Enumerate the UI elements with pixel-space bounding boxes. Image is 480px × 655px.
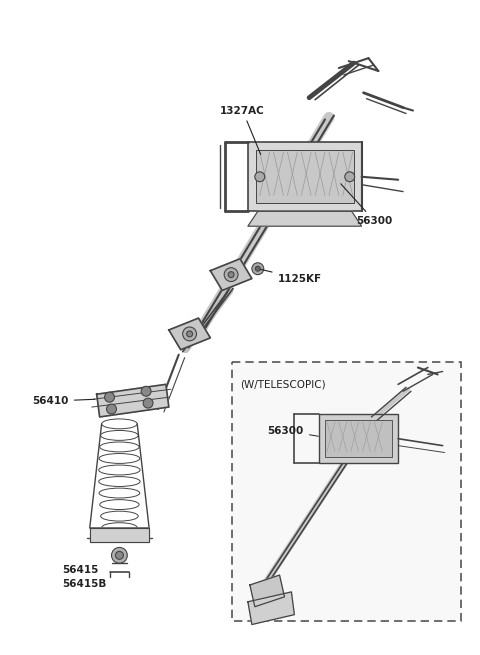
Polygon shape [169, 318, 210, 350]
Circle shape [141, 386, 151, 396]
Polygon shape [250, 575, 285, 607]
Bar [319, 414, 398, 463]
Circle shape [111, 548, 127, 563]
Text: 56300: 56300 [268, 426, 318, 436]
Bar [248, 142, 361, 212]
Circle shape [252, 263, 264, 274]
Text: 1125KF: 1125KF [261, 269, 322, 284]
Text: (W/TELESCOPIC): (W/TELESCOPIC) [240, 379, 325, 389]
Circle shape [107, 404, 117, 414]
Text: 56415B: 56415B [62, 579, 107, 589]
Circle shape [228, 272, 234, 278]
Circle shape [224, 268, 238, 282]
Bar [232, 362, 461, 620]
Circle shape [345, 172, 355, 181]
Circle shape [105, 392, 114, 402]
Polygon shape [90, 528, 149, 542]
Polygon shape [210, 259, 252, 290]
Circle shape [143, 398, 153, 408]
Bar [325, 420, 392, 457]
Bar [256, 150, 354, 204]
Text: 56415: 56415 [62, 565, 98, 575]
Polygon shape [248, 212, 361, 226]
Text: 1327AC: 1327AC [220, 105, 265, 155]
Circle shape [255, 172, 264, 181]
Circle shape [183, 327, 196, 341]
Circle shape [187, 331, 192, 337]
Polygon shape [96, 384, 169, 417]
Circle shape [116, 552, 123, 559]
Circle shape [255, 266, 260, 271]
Text: 56410: 56410 [33, 396, 95, 406]
Polygon shape [248, 592, 294, 624]
Text: 56300: 56300 [341, 184, 393, 226]
